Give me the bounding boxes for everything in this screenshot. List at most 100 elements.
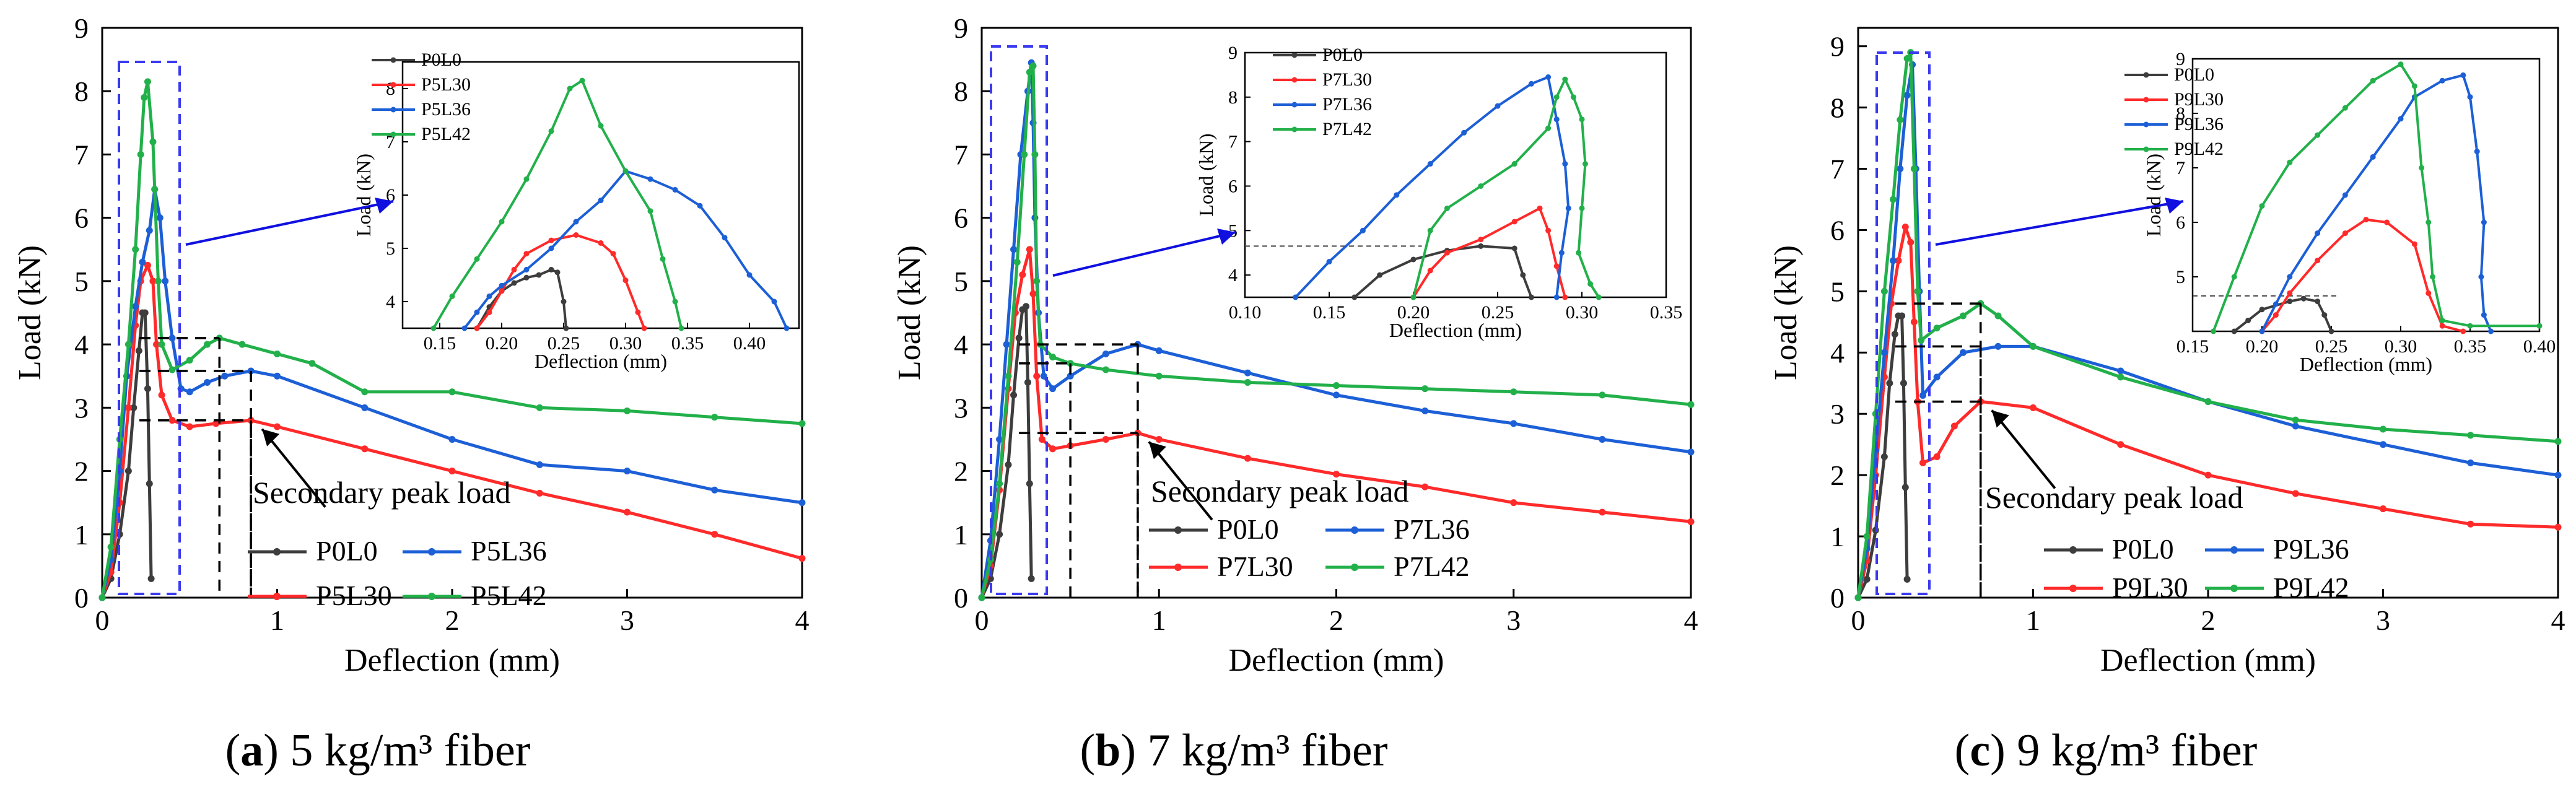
series-point-P5L30 — [168, 417, 176, 424]
series-point-P9L42 — [1910, 165, 1918, 173]
series-point-P0L0 — [146, 480, 153, 487]
inset-x-tick-label: 0.35 — [1650, 302, 1683, 323]
inset-series-point-P9L42 — [2398, 61, 2404, 68]
inset-series-point-P7L42 — [1596, 294, 1602, 300]
inset-legend-marker-P7L42 — [1291, 126, 1298, 133]
x-tick-label: 0 — [975, 604, 989, 636]
x-tick-label: 3 — [620, 604, 634, 636]
zoom-arrow — [1935, 200, 2184, 246]
x-tick-label: 2 — [445, 604, 460, 636]
legend-marker-P9L30 — [2069, 585, 2077, 592]
inset-series-point-P5L42 — [430, 325, 437, 331]
series-point-P7L30 — [1510, 499, 1517, 507]
series-point-P5L30 — [274, 423, 281, 430]
series-point-P5L42 — [274, 350, 281, 357]
inset-frame — [1244, 51, 1667, 299]
series-point-P0L0 — [1026, 480, 1033, 487]
series-point-P5L42 — [132, 246, 139, 253]
inset-y-axis-label: Load (kN) — [2142, 154, 2165, 237]
series-point-P9L36 — [1880, 349, 1888, 356]
series-point-P9L42 — [2467, 432, 2474, 439]
inset-legend-label-P0L0: P0L0 — [1322, 45, 1363, 65]
legend-marker-P7L42 — [1351, 564, 1358, 571]
y-tick-label: 9 — [74, 12, 89, 44]
inset-x-axis-label: Deflection (mm) — [1389, 319, 1522, 341]
inset-series-point-P5L30 — [635, 309, 641, 315]
inset-series-point-P9L36 — [2474, 149, 2480, 155]
inset-series-point-P0L0 — [561, 299, 567, 305]
inset-series-point-P9L42 — [2287, 159, 2293, 165]
y-tick-label: 8 — [74, 76, 89, 107]
inset-series-point-P7L30 — [1511, 219, 1517, 225]
inset-y-tick-label: 4 — [386, 292, 395, 312]
inset-series-point-P0L0 — [554, 269, 561, 276]
inset-series-point-P7L42 — [1410, 294, 1417, 300]
series-point-P7L36 — [1102, 350, 1109, 357]
secondary-peak-annotation: Secondary peak load — [1985, 480, 2243, 515]
series-point-P0L0 — [1015, 334, 1023, 342]
inset-y-tick-label: 5 — [2176, 267, 2185, 287]
inset-series-point-P0L0 — [1377, 272, 1383, 278]
series-point-P7L36 — [1049, 385, 1056, 393]
inset-series-point-P9L36 — [2481, 312, 2487, 318]
series-point-P9L36 — [1903, 92, 1911, 99]
inset-series-point-P7L42 — [1427, 227, 1433, 233]
inset-series-point-P7L42 — [1570, 94, 1576, 100]
inset-legend-label-P9L36: P9L36 — [2174, 114, 2224, 134]
series-point-P5L42 — [448, 388, 456, 396]
series-line-P9L42 — [1856, 51, 2559, 598]
inset-series-point-P9L36 — [2370, 154, 2376, 160]
inset-series-point-P9L36 — [2273, 301, 2279, 307]
legend-label-P7L30: P7L30 — [1217, 551, 1293, 582]
series-point-P0L0 — [1024, 378, 1031, 386]
inset-series-point-P9L30 — [2439, 323, 2445, 329]
series-point-P0L0 — [141, 309, 149, 316]
inset-series-point-P7L30 — [1545, 227, 1552, 233]
y-tick-label: 0 — [954, 582, 968, 614]
series-point-P9L42 — [1918, 337, 1925, 344]
series-point-P7L42 — [1029, 62, 1037, 69]
inset-y-tick-label: 6 — [2176, 212, 2185, 233]
series-point-P5L42 — [149, 138, 157, 146]
inset-series-point-P7L30 — [1562, 294, 1568, 300]
x-tick-label: 1 — [270, 604, 284, 636]
series-point-P7L36 — [1244, 369, 1251, 377]
series-point-P7L30 — [1599, 508, 1606, 516]
series-point-P7L42 — [1687, 401, 1695, 408]
inset-series-point-P9L42 — [2259, 203, 2265, 209]
legend-label-P9L42: P9L42 — [2273, 572, 2349, 603]
series-point-P5L42 — [186, 357, 193, 364]
legend-marker-P9L36 — [2230, 546, 2238, 554]
inset-series-point-P7L36 — [1293, 294, 1299, 300]
inset-legend-label-P5L42: P5L42 — [421, 124, 471, 144]
x-tick-label: 3 — [2376, 604, 2390, 636]
inset-series-point-P9L42 — [2439, 317, 2445, 323]
inset-series-point-P5L36 — [672, 186, 678, 193]
series-point-P5L36 — [168, 334, 176, 342]
inset-series-point-P7L36 — [1326, 259, 1332, 265]
series-point-P9L30 — [2554, 523, 2562, 531]
inset-series-line-P7L36 — [1295, 76, 1570, 299]
inset-series-point-P7L36 — [1427, 161, 1433, 167]
series-point-P7L30 — [1049, 445, 1056, 453]
inset-legend-marker-P5L30 — [390, 82, 396, 88]
y-tick-label: 4 — [1830, 337, 1845, 368]
series-point-P7L36 — [1040, 372, 1047, 380]
inset-series-point-P5L36 — [746, 272, 753, 278]
series-point-P7L30 — [1244, 455, 1251, 462]
inset-series-point-P9L42 — [2315, 132, 2321, 138]
y-tick-label: 1 — [1830, 521, 1845, 552]
inset-series-line-P0L0 — [476, 268, 567, 329]
series-point-P5L36 — [536, 461, 543, 468]
inset-series-point-P0L0 — [2321, 312, 2328, 318]
series-point-P7L42 — [1333, 382, 1340, 390]
series-point-P7L30 — [1029, 290, 1037, 297]
inset-x-tick-label: 0.30 — [609, 333, 642, 354]
inset-series-point-P5L30 — [523, 251, 530, 257]
series-point-P5L36 — [624, 468, 631, 475]
inset-legend-label-P7L36: P7L36 — [1322, 94, 1372, 115]
inset-legend-marker-P0L0 — [1291, 52, 1298, 58]
inset-x-tick-label: 0.25 — [2315, 336, 2348, 357]
inset-y-axis-label: Load (kN) — [1195, 133, 1217, 216]
secondary-peak-annotation: Secondary peak load — [1151, 474, 1409, 508]
